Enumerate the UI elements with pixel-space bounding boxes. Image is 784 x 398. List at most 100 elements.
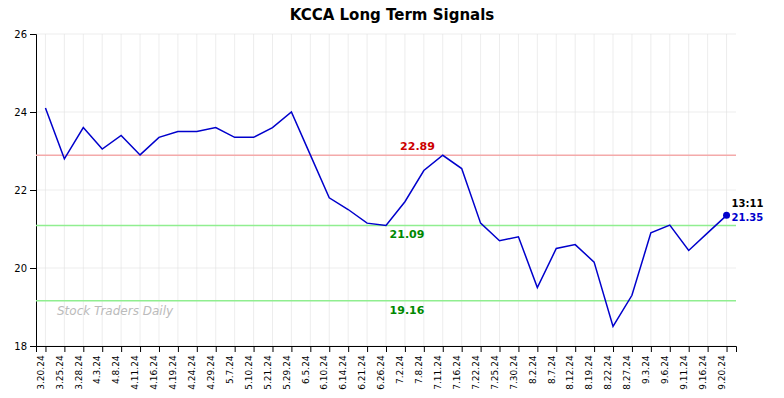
x-tick-mark	[272, 346, 273, 352]
y-tick-label: 20	[14, 263, 27, 274]
x-tick-label: 8.27.24	[622, 355, 632, 390]
grid	[36, 34, 736, 346]
y-tick-label: 22	[14, 185, 27, 196]
reference-label: 19.16	[390, 304, 425, 317]
x-tick-mark	[556, 346, 557, 352]
x-tick-mark	[575, 346, 576, 352]
x-tick-mark	[45, 346, 46, 352]
x-tick-label: 8.2.24	[528, 355, 538, 384]
marks	[36, 108, 736, 326]
x-tick-mark	[216, 346, 217, 352]
x-tick: 3.28.24	[74, 346, 84, 390]
x-tick-mark	[500, 346, 501, 352]
y-tick-mark	[30, 268, 36, 269]
x-tick-label: 8.22.24	[603, 355, 613, 390]
x-tick-mark	[140, 346, 141, 352]
x-tick: 3.20.24	[36, 346, 46, 390]
y-tick: 18	[14, 341, 36, 352]
grid-line-y	[36, 190, 736, 191]
x-tick: 6.21.24	[357, 346, 367, 390]
watermark: Stock Traders Daily	[57, 304, 174, 318]
x-tick-label: 7.16.24	[452, 355, 462, 390]
reference-label: 21.09	[390, 228, 425, 241]
x-tick: 6.10.24	[319, 346, 329, 390]
x-tick-mark	[481, 346, 482, 352]
x-tick-mark	[159, 346, 160, 352]
x-tick: 5.7.24	[225, 346, 235, 384]
x-tick-label: 5.7.24	[225, 355, 235, 384]
x-tick-label: 4.19.24	[168, 355, 178, 390]
x-tick-label: 5.10.24	[244, 355, 254, 390]
x-tick-label: 7.25.24	[490, 355, 500, 390]
x-tick-mark	[329, 346, 330, 352]
x-tick: 8.27.24	[622, 346, 632, 390]
x-tick: 9.6.24	[660, 346, 670, 384]
x-tick-mark	[178, 346, 179, 352]
reference-label: 22.89	[400, 140, 435, 153]
x-tick-label: 8.19.24	[584, 355, 594, 390]
x-tick: 6.5.24	[301, 346, 311, 384]
y-tick-mark	[30, 112, 36, 113]
x-tick-mark	[310, 346, 311, 352]
x-tick: 4.11.24	[130, 346, 140, 390]
x-tick: 8.19.24	[584, 346, 594, 390]
x-tick-mark	[462, 346, 463, 352]
x-axis-line	[37, 347, 737, 353]
x-tick: 8.12.24	[565, 346, 575, 390]
x-tick-label: 6.14.24	[338, 355, 348, 390]
x-tick: 4.16.24	[149, 346, 159, 390]
x-tick: 8.22.24	[603, 346, 613, 390]
x-tick-label: 5.21.24	[263, 355, 273, 390]
x-tick-mark	[670, 346, 671, 352]
x-tick-mark	[367, 346, 368, 352]
price-line	[45, 108, 726, 326]
x-tick-label: 7.30.24	[509, 355, 519, 390]
x-tick-label: 6.5.24	[301, 355, 311, 384]
x-tick-mark	[537, 346, 538, 352]
x-tick: 4.3.24	[92, 346, 102, 384]
x-tick-mark	[727, 346, 728, 352]
x-tick: 7.11.24	[433, 346, 443, 390]
x-tick: 4.24.24	[187, 346, 197, 390]
x-tick-mark	[102, 346, 103, 352]
last-point-label: 21.35	[732, 212, 764, 223]
x-tick-mark	[348, 346, 349, 352]
reference-line	[36, 300, 736, 302]
x-tick: 7.30.24	[509, 346, 519, 390]
x-tick-label: 7.22.24	[471, 355, 481, 390]
x-tick: 7.25.24	[490, 346, 500, 390]
x-tick-label: 3.25.24	[55, 355, 65, 390]
y-tick: 20	[14, 263, 36, 274]
x-tick-label: 6.21.24	[357, 355, 367, 390]
x-tick-label: 9.11.24	[679, 355, 689, 390]
x-tick-mark	[291, 346, 292, 352]
x-tick-mark	[64, 346, 65, 352]
x-tick-label: 7.8.24	[414, 355, 424, 384]
x-tick: 3.25.24	[55, 346, 65, 390]
x-tick-mark	[518, 346, 519, 352]
title: KCCA Long Term Signals	[290, 6, 495, 24]
y-tick: 26	[14, 29, 36, 40]
last-point	[723, 212, 730, 219]
x-tick-label: 4.29.24	[206, 355, 216, 390]
x-tick-label: 9.20.24	[717, 355, 727, 390]
plot: 3.20.243.25.243.28.244.3.244.8.244.11.24…	[14, 29, 763, 390]
x-tick-mark	[651, 346, 652, 352]
x-tick-mark	[632, 346, 633, 352]
grid-line-y	[36, 112, 736, 113]
y-axis: 1820222426	[14, 29, 36, 352]
x-tick: 4.19.24	[168, 346, 178, 390]
x-tick: 9.3.24	[641, 346, 651, 384]
x-tick-mark	[443, 346, 444, 352]
x-tick: 5.29.24	[282, 346, 292, 390]
x-tick: 4.29.24	[206, 346, 216, 390]
x-tick-label: 6.10.24	[319, 355, 329, 390]
x-axis: 3.20.243.25.243.28.244.3.244.8.244.11.24…	[36, 346, 737, 390]
x-tick-mark	[405, 346, 406, 352]
y-tick-mark	[30, 346, 36, 347]
x-tick-mark	[197, 346, 198, 352]
x-tick-label: 6.26.24	[376, 355, 386, 390]
x-tick-mark	[613, 346, 614, 352]
x-tick-label: 4.3.24	[92, 355, 102, 384]
x-tick-mark	[594, 346, 595, 352]
